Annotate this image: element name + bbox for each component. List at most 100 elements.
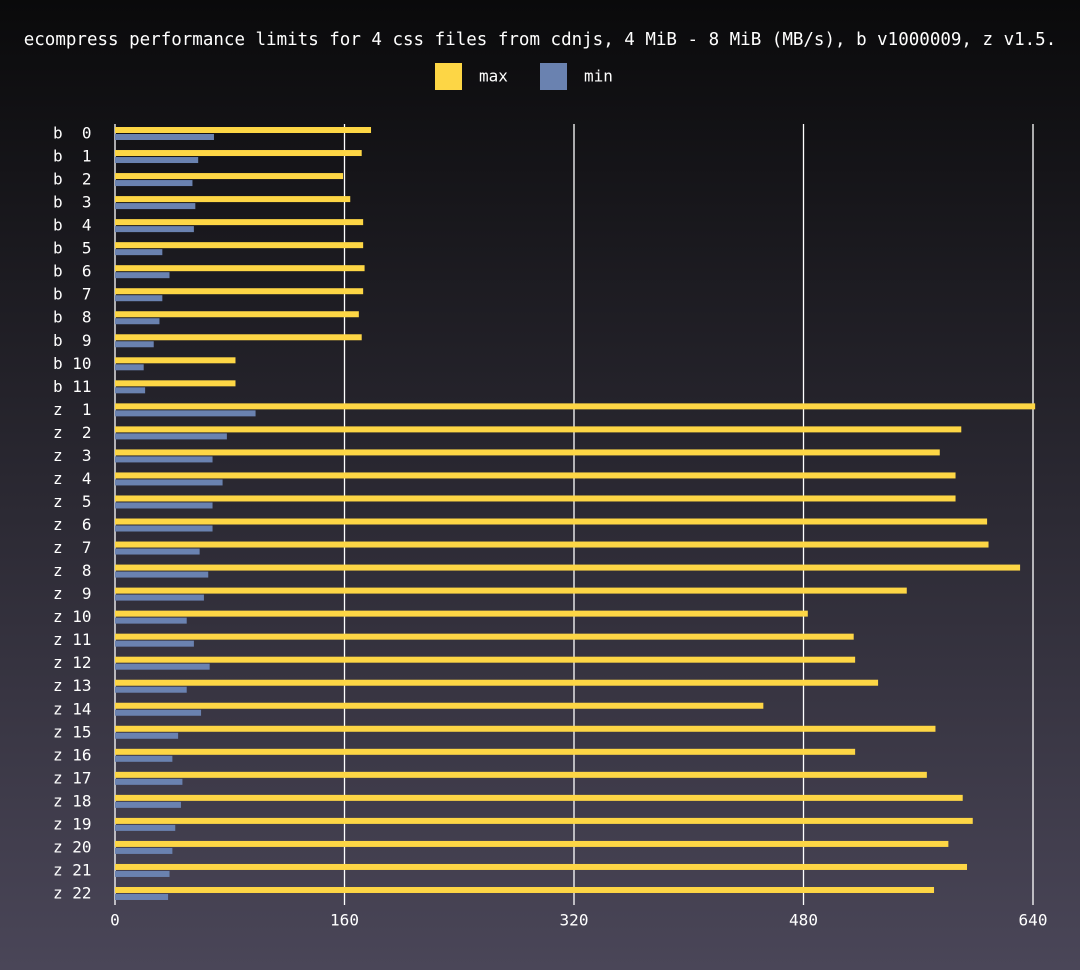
y-tick-label: z 1 — [53, 400, 92, 419]
bar — [115, 272, 170, 279]
bar — [115, 755, 173, 762]
y-tick-label: b 2 — [53, 170, 92, 189]
bar — [115, 134, 214, 140]
bar — [115, 663, 210, 670]
bar — [115, 771, 927, 778]
bar — [115, 357, 236, 364]
y-tick-label: z 20 — [53, 837, 92, 856]
bar — [115, 610, 808, 617]
bar — [115, 311, 359, 318]
bar — [115, 617, 187, 624]
bar — [115, 518, 988, 525]
y-tick-label: z 9 — [53, 584, 92, 603]
bar — [115, 180, 193, 187]
bar — [115, 341, 154, 348]
chart-title: ecompress performance limits for 4 css f… — [24, 30, 1057, 50]
bar — [115, 633, 854, 640]
y-tick-label: z 17 — [53, 768, 92, 787]
bar — [115, 847, 173, 854]
bar — [115, 564, 1021, 571]
bar — [115, 219, 364, 226]
x-tick-label: 480 — [789, 911, 818, 930]
bar — [115, 640, 194, 647]
bar — [115, 226, 194, 233]
y-tick-label: z 7 — [53, 538, 92, 557]
bar — [115, 479, 223, 486]
legend-swatch — [435, 63, 462, 90]
x-tick-label: 0 — [110, 911, 120, 930]
bar — [115, 594, 204, 601]
bar — [115, 410, 256, 417]
bar — [115, 686, 187, 693]
y-tick-label: z 4 — [53, 469, 92, 488]
y-tick-label: z 21 — [53, 860, 92, 879]
y-tick-label: b 4 — [53, 216, 92, 235]
bar — [115, 295, 163, 302]
bar — [115, 433, 227, 440]
bar — [115, 127, 372, 133]
legend-label: max — [479, 67, 508, 86]
y-tick-label: b 7 — [53, 285, 92, 304]
y-tick-label: b 5 — [53, 239, 92, 258]
bar — [115, 541, 989, 548]
bar — [115, 893, 169, 900]
bar — [115, 886, 935, 893]
bar — [115, 173, 344, 180]
bar — [115, 150, 362, 157]
bar — [115, 318, 160, 325]
y-tick-label: b 3 — [53, 193, 92, 212]
bar — [115, 456, 213, 463]
legend-swatch — [540, 63, 567, 90]
y-tick-label: z 18 — [53, 791, 92, 810]
bar — [115, 863, 968, 870]
bar — [115, 679, 879, 686]
legend-label: min — [584, 67, 613, 86]
y-tick-label: z 22 — [53, 883, 92, 902]
bar — [115, 196, 351, 203]
y-tick-label: z 11 — [53, 630, 92, 649]
bar — [115, 472, 956, 479]
bar — [115, 288, 364, 295]
bar — [115, 656, 856, 663]
bar — [115, 334, 362, 341]
bar — [115, 449, 940, 456]
y-tick-label: b 10 — [53, 354, 92, 373]
bar — [115, 870, 170, 877]
bar — [115, 495, 956, 502]
bar — [115, 778, 183, 785]
y-tick-label: b 11 — [53, 377, 92, 396]
x-tick-label: 640 — [1019, 911, 1048, 930]
bar — [115, 587, 907, 594]
bar — [115, 732, 179, 739]
y-tick-label: b 0 — [53, 124, 92, 143]
bar — [115, 525, 213, 532]
y-tick-label: z 5 — [53, 492, 92, 511]
bar — [115, 364, 144, 371]
y-tick-label: z 2 — [53, 423, 92, 442]
bar — [115, 801, 181, 808]
bar — [115, 824, 176, 831]
bar — [115, 794, 963, 801]
bar — [115, 548, 200, 555]
y-tick-label: b 9 — [53, 331, 92, 350]
bar — [115, 157, 199, 164]
bar — [115, 571, 209, 578]
y-tick-label: z 12 — [53, 653, 92, 672]
y-tick-label: z 6 — [53, 515, 92, 534]
y-tick-label: z 10 — [53, 607, 92, 626]
bar — [115, 265, 365, 272]
y-tick-label: z 13 — [53, 676, 92, 695]
bar — [115, 748, 856, 755]
y-tick-label: z 14 — [53, 699, 92, 718]
bar — [115, 403, 1036, 410]
y-tick-label: b 1 — [53, 147, 92, 166]
bar — [115, 840, 949, 847]
y-tick-label: z 8 — [53, 561, 92, 580]
bar — [115, 387, 146, 394]
x-tick-label: 320 — [560, 911, 589, 930]
y-tick-label: z 15 — [53, 722, 92, 741]
x-tick-label: 160 — [330, 911, 359, 930]
bar — [115, 709, 202, 716]
bar — [115, 249, 163, 256]
